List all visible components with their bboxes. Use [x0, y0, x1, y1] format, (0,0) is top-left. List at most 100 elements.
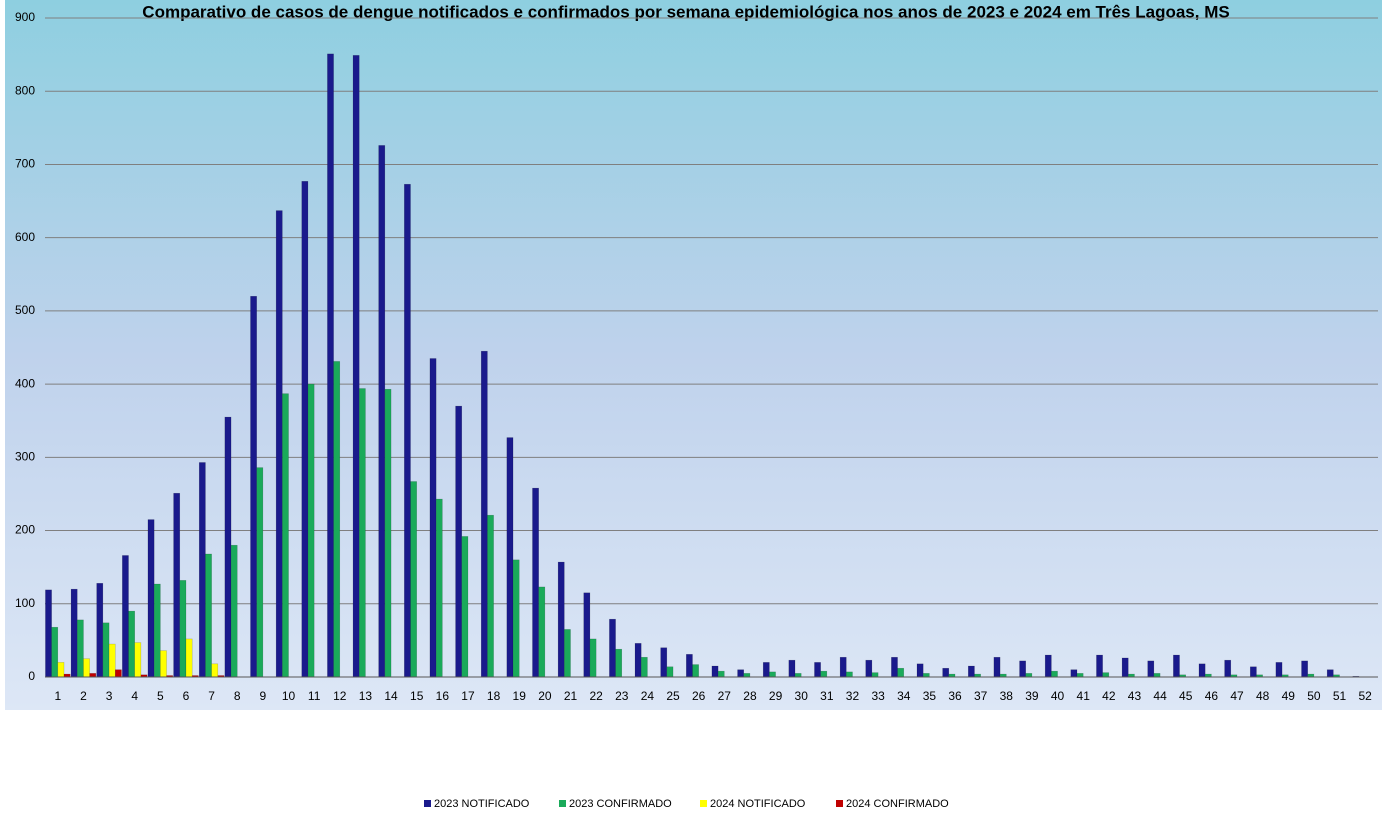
bar	[455, 405, 463, 678]
bar	[589, 638, 597, 678]
x-tick-label: 17	[461, 689, 475, 703]
bar	[1326, 669, 1334, 678]
bar	[1224, 659, 1232, 678]
bar	[83, 658, 90, 678]
bar	[1173, 654, 1180, 678]
y-tick-label: 600	[15, 230, 35, 244]
x-tick-label: 30	[795, 689, 809, 703]
bar	[609, 618, 616, 678]
bar	[891, 656, 898, 678]
x-tick-label: 9	[260, 689, 267, 703]
bar	[134, 642, 142, 678]
bar	[404, 183, 411, 678]
x-tick-label: 4	[131, 689, 138, 703]
bar	[640, 656, 648, 678]
bar	[282, 393, 289, 678]
x-tick-label: 8	[234, 689, 241, 703]
x-tick-label: 26	[692, 689, 706, 703]
legend-label: 2023 CONFIRMADO	[569, 798, 672, 810]
x-tick-label: 20	[538, 689, 552, 703]
bar	[1070, 669, 1078, 678]
bar	[1102, 672, 1110, 678]
bar	[461, 536, 469, 678]
bar	[916, 663, 924, 678]
x-tick-label: 21	[564, 689, 578, 703]
x-tick-label: 6	[183, 689, 190, 703]
legend-swatch	[836, 800, 843, 807]
bar	[506, 437, 514, 678]
x-tick-label: 31	[820, 689, 834, 703]
bar	[256, 467, 264, 678]
x-tick-label: 3	[106, 689, 113, 703]
x-tick-label: 41	[1077, 689, 1091, 703]
bar	[122, 555, 129, 678]
y-tick-label: 300	[15, 450, 35, 464]
bar	[897, 667, 905, 678]
x-tick-label: 23	[615, 689, 629, 703]
x-tick-label: 5	[157, 689, 164, 703]
bar	[179, 580, 187, 678]
x-tick-label: 32	[846, 689, 860, 703]
bar	[333, 361, 341, 678]
x-tick-label: 14	[384, 689, 398, 703]
bar	[224, 416, 232, 678]
bar	[429, 358, 437, 678]
bar	[865, 659, 873, 678]
bar	[1044, 654, 1052, 678]
bar	[1301, 660, 1308, 678]
bar	[717, 670, 725, 678]
bar	[57, 662, 65, 678]
bar	[352, 55, 360, 678]
bar	[814, 662, 821, 678]
y-tick-label: 800	[15, 83, 35, 97]
bar	[666, 666, 674, 678]
bar	[230, 544, 238, 678]
x-tick-label: 49	[1282, 689, 1296, 703]
x-tick-label: 25	[666, 689, 680, 703]
x-tick-label: 35	[923, 689, 937, 703]
x-tick-label: 52	[1359, 689, 1373, 703]
x-tick-label: 1	[54, 689, 61, 703]
x-tick-label: 51	[1333, 689, 1347, 703]
x-tick-label: 11	[308, 689, 321, 703]
bar	[762, 662, 770, 678]
bar	[922, 673, 930, 678]
y-tick-label: 500	[15, 303, 35, 317]
legend-label: 2023 NOTIFICADO	[434, 798, 530, 810]
x-tick-label: 22	[589, 689, 603, 703]
bar	[1051, 670, 1058, 678]
x-tick-label: 10	[282, 689, 296, 703]
bar	[743, 673, 751, 678]
bar	[173, 492, 181, 678]
x-tick-label: 40	[1051, 689, 1065, 703]
bar	[108, 643, 116, 678]
bar	[968, 665, 975, 678]
bar	[115, 669, 122, 678]
legend-label: 2024 CONFIRMADO	[846, 798, 949, 810]
y-tick-label: 400	[15, 376, 35, 390]
bar	[794, 673, 802, 678]
bar	[1121, 657, 1129, 678]
x-tick-label: 34	[897, 689, 911, 703]
legend-swatch	[700, 800, 707, 807]
x-tick-label: 19	[513, 689, 527, 703]
x-tick-label: 43	[1128, 689, 1142, 703]
legend-swatch	[559, 800, 566, 807]
bar	[301, 181, 309, 678]
y-tick-label: 200	[15, 523, 35, 537]
x-tick-label: 12	[333, 689, 347, 703]
x-tick-label: 45	[1179, 689, 1193, 703]
bar	[185, 638, 193, 678]
bar	[51, 626, 59, 678]
bar	[1147, 660, 1155, 678]
bar	[1096, 654, 1103, 678]
x-tick-label: 28	[743, 689, 757, 703]
bar	[250, 295, 257, 678]
x-tick-label: 44	[1153, 689, 1167, 703]
bar	[1198, 663, 1206, 678]
bar	[839, 656, 847, 678]
y-tick-label: 900	[15, 10, 35, 24]
bar	[788, 659, 796, 678]
x-tick-label: 47	[1230, 689, 1244, 703]
x-tick-label: 16	[436, 689, 450, 703]
